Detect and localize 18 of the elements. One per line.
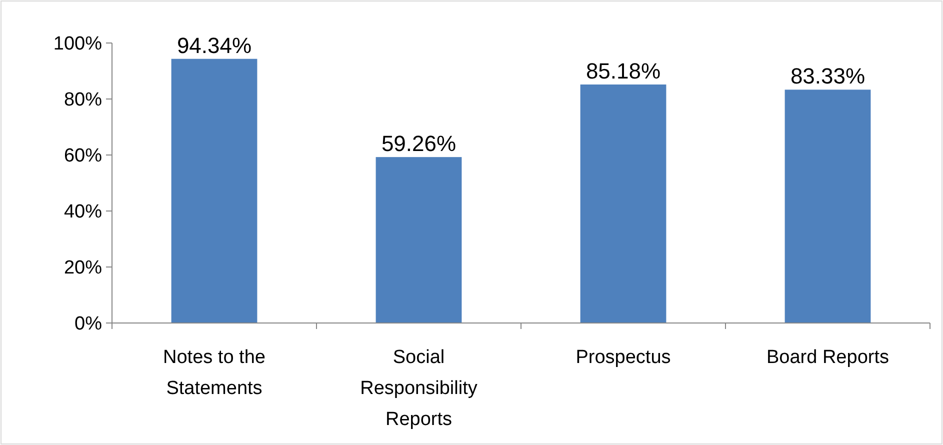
- data-label: 94.34%: [176, 32, 252, 58]
- y-tick-label: 100%: [53, 34, 102, 55]
- y-tick-label: 60%: [64, 146, 102, 167]
- x-tick-label: Social Responsibility Reports: [360, 347, 478, 430]
- bar: [784, 90, 871, 323]
- data-label: 85.18%: [586, 58, 661, 84]
- data-label: 59.26%: [381, 131, 456, 156]
- y-tick-label: 80%: [64, 90, 102, 111]
- x-tick-label: Prospectus: [576, 347, 671, 368]
- x-tick-label: Notes to the Statements: [163, 347, 266, 399]
- y-tick-label: 20%: [64, 258, 102, 279]
- x-tick-label: Board Reports: [766, 347, 890, 368]
- bar: [376, 157, 462, 323]
- y-tick-label: 40%: [64, 202, 102, 223]
- bar: [580, 84, 666, 323]
- y-tick-label: 0%: [74, 314, 102, 335]
- bar: [171, 58, 258, 323]
- data-label: 83.33%: [790, 64, 866, 89]
